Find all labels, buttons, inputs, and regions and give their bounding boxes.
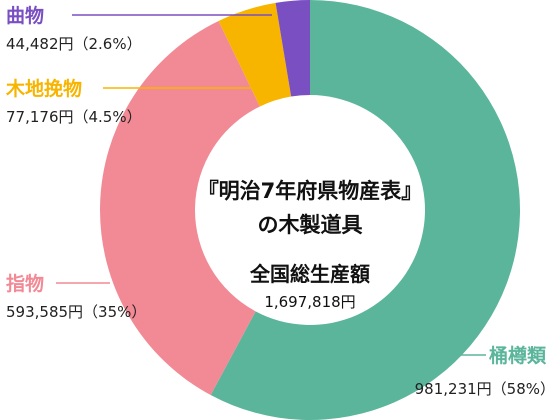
- label-value-oketaru: 981,231円（58%）: [415, 380, 555, 398]
- label-value-kijihikimono: 77,176円（4.5%）: [6, 108, 142, 126]
- label-name-oketaru: 桶樽類: [489, 344, 547, 367]
- center-total-label: 全国総生産額: [249, 262, 370, 286]
- center-total-value: 1,697,818円: [264, 293, 355, 311]
- label-name-magemono: 曲物: [6, 4, 44, 27]
- donut-slice-0: [210, 0, 521, 420]
- donut-slice-3: [275, 0, 310, 97]
- label-value-sashimono: 593,585円（35%）: [6, 303, 146, 321]
- donut-slices: [100, 0, 521, 420]
- label-name-sashimono: 指物: [6, 272, 44, 295]
- donut-slice-1: [100, 20, 260, 396]
- label-value-magemono: 44,482円（2.6%）: [6, 35, 142, 53]
- center-text: 『明治7年府県物産表』 の木製道具 全国総生産額 1,697,818円: [198, 179, 423, 311]
- donut-slice-2: [218, 2, 292, 107]
- slice-labels: 曲物 44,482円（2.6%） 木地挽物 77,176円（4.5%） 指物 5…: [5, 4, 555, 398]
- label-name-kijihikimono: 木地挽物: [5, 77, 82, 100]
- center-title-line2: の木製道具: [258, 213, 363, 237]
- center-title-line1: 『明治7年府県物産表』: [198, 179, 423, 203]
